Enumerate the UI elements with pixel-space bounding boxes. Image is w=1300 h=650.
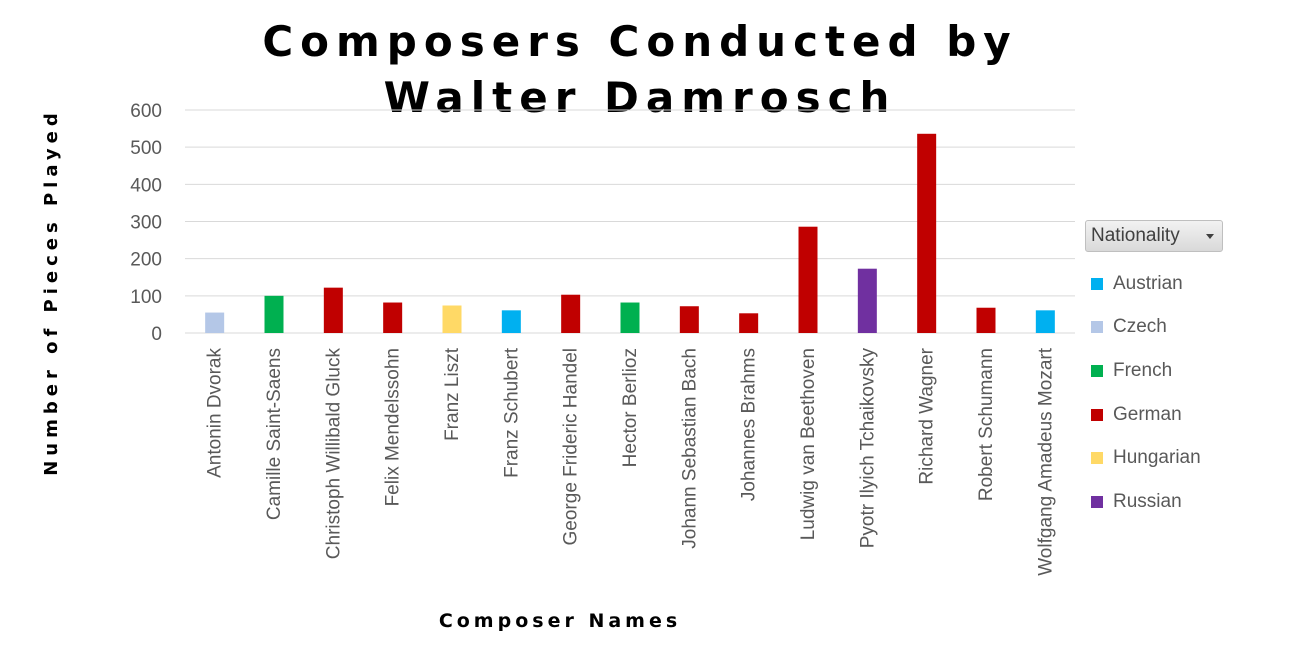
legend-label: Austrian <box>1113 272 1183 294</box>
bar <box>917 133 937 333</box>
chevron-down-icon <box>1206 233 1214 239</box>
legend-label: Russian <box>1113 490 1182 512</box>
legend-item[interactable]: Austrian <box>1085 262 1235 306</box>
bar <box>620 302 640 333</box>
legend-label: French <box>1113 359 1173 381</box>
legend-title: Nationality <box>1091 225 1180 246</box>
x-tick-label: Johannes Brahms <box>739 348 760 501</box>
bar <box>383 302 403 333</box>
legend-swatch <box>1091 495 1103 508</box>
bar <box>976 307 996 333</box>
x-tick-label: Robert Schumann <box>976 348 997 501</box>
x-tick-label: George Frideric Handel <box>561 348 582 545</box>
chart-title-line-1: Composers Conducted by <box>262 17 1018 66</box>
x-tick-label: Camille Saint-Saens <box>264 348 285 520</box>
y-tick-label: 600 <box>130 101 162 122</box>
legend: Nationality Austrian Czech French German Hun… <box>1085 220 1235 524</box>
x-tick-label: Antonin Dvorak <box>205 348 226 478</box>
legend-items: Austrian Czech French German Hungarian Russia… <box>1085 262 1235 524</box>
legend-swatch <box>1091 408 1103 421</box>
legend-label: Hungarian <box>1113 447 1201 469</box>
x-tick-label: Pyotr Ilyich Tchaikovsky <box>857 348 878 549</box>
legend-swatch <box>1091 321 1103 334</box>
bar <box>857 268 877 333</box>
x-tick-label: Richard Wagner <box>917 347 938 484</box>
y-tick-label: 0 <box>151 324 162 345</box>
nationality-filter-button[interactable]: Nationality <box>1085 220 1223 252</box>
bar <box>1035 310 1055 333</box>
y-tick-label: 300 <box>130 213 162 234</box>
chart-title-line-2: Walter Damrosch <box>383 73 897 122</box>
bar <box>323 287 343 333</box>
y-tick-label: 400 <box>130 175 162 196</box>
x-axis-label: Composer Names <box>438 610 682 632</box>
legend-item[interactable]: French <box>1085 349 1235 393</box>
x-tick-label: Franz Liszt <box>442 347 463 441</box>
bar <box>679 306 699 333</box>
x-tick-label: Ludwig van Beethoven <box>798 348 819 540</box>
bar <box>798 226 818 333</box>
legend-item[interactable]: Russian <box>1085 480 1235 524</box>
bar <box>739 313 759 333</box>
x-tick-label: Johann Sebastian Bach <box>679 348 700 549</box>
legend-label: Czech <box>1113 316 1167 338</box>
x-tick-label: Wolfgang Amadeus Mozart <box>1035 347 1056 575</box>
legend-swatch <box>1091 364 1103 377</box>
legend-item[interactable]: German <box>1085 393 1235 437</box>
x-tick-label: Christoph Willibald Gluck <box>323 348 344 560</box>
legend-swatch <box>1091 452 1103 465</box>
y-tick-label: 200 <box>130 250 162 271</box>
y-tick-label: 100 <box>130 287 162 308</box>
x-tick-label: Franz Schubert <box>501 347 522 478</box>
y-tick-label: 500 <box>130 138 162 159</box>
bar <box>205 312 225 333</box>
x-tick-label: Felix Mendelssohn <box>383 348 404 506</box>
legend-label: German <box>1113 403 1182 425</box>
bar <box>264 295 284 333</box>
legend-item[interactable]: Hungarian <box>1085 436 1235 480</box>
bar <box>442 305 462 333</box>
legend-swatch <box>1091 277 1103 290</box>
bar <box>561 294 581 333</box>
legend-item[interactable]: Czech <box>1085 306 1235 350</box>
bar <box>501 310 521 333</box>
x-tick-label: Hector Berlioz <box>620 348 641 467</box>
